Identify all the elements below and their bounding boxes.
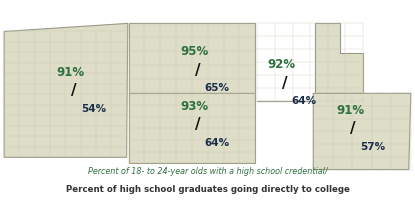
Text: Percent of high school graduates going directly to college: Percent of high school graduates going d… — [66, 184, 349, 193]
Text: /: / — [195, 117, 200, 132]
Polygon shape — [129, 94, 255, 164]
Polygon shape — [129, 24, 255, 94]
Text: 64%: 64% — [205, 137, 230, 147]
Text: 57%: 57% — [360, 141, 386, 152]
Polygon shape — [4, 24, 128, 158]
Text: 65%: 65% — [205, 83, 229, 93]
Polygon shape — [257, 24, 363, 101]
Text: 64%: 64% — [292, 96, 317, 106]
Text: 93%: 93% — [181, 100, 209, 113]
Text: 91%: 91% — [56, 65, 84, 78]
Text: 91%: 91% — [336, 104, 364, 117]
Text: 92%: 92% — [268, 58, 296, 71]
Text: /: / — [71, 82, 77, 97]
Text: 95%: 95% — [181, 45, 209, 58]
Text: /: / — [282, 75, 288, 90]
Polygon shape — [313, 94, 411, 170]
Text: 54%: 54% — [81, 103, 106, 113]
Text: /: / — [350, 121, 356, 136]
Text: /: / — [195, 62, 200, 77]
Text: Percent of 18- to 24-year olds with a high school credential/: Percent of 18- to 24-year olds with a hi… — [88, 166, 327, 175]
